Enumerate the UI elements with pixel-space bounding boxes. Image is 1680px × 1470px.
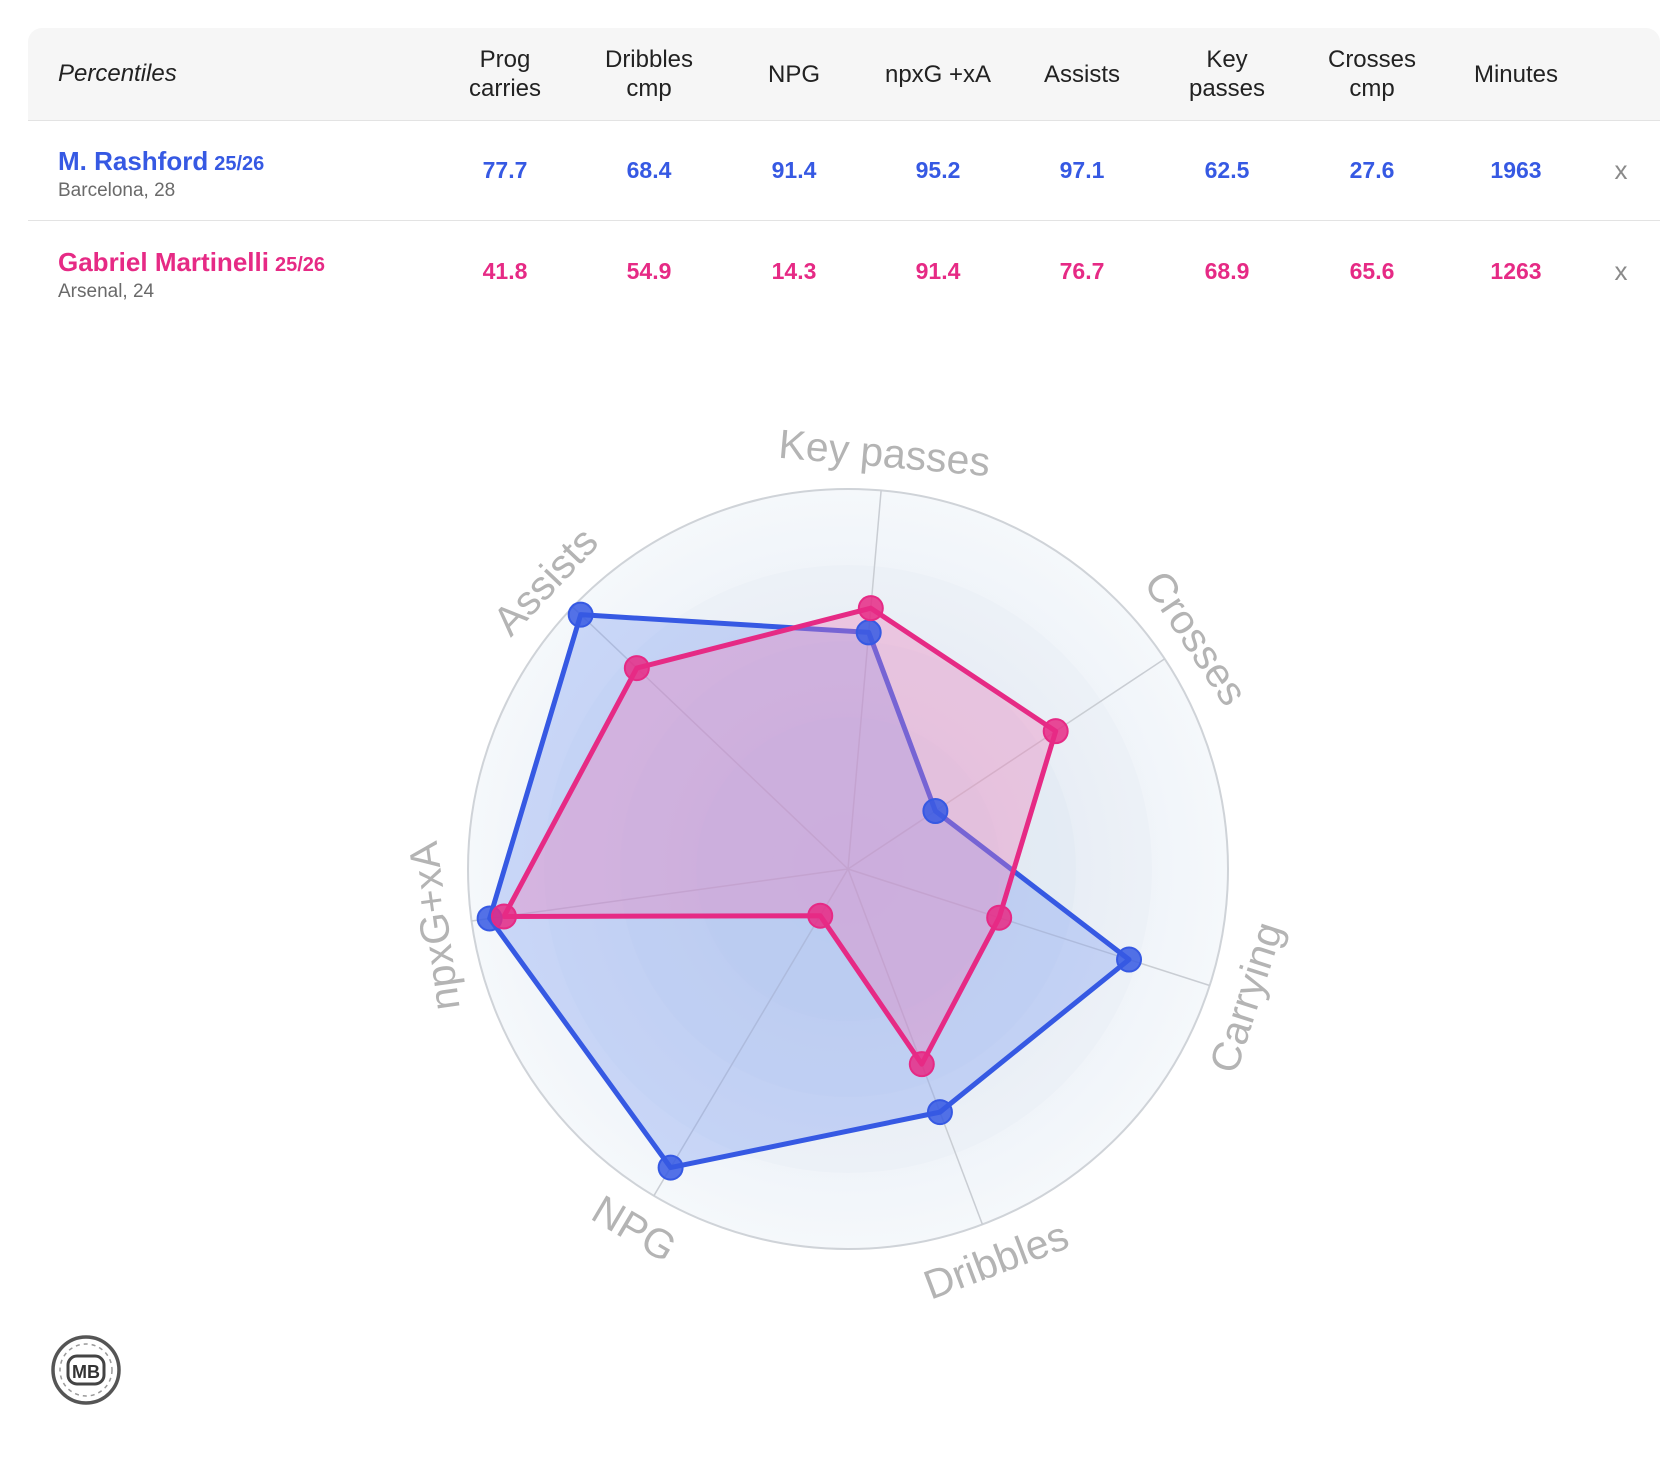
radar-series-gabriel-martinelli [501,605,1059,1067]
radar-point-gabriel-martinelli [1042,718,1069,745]
value-key-passes: 68.9 [1204,257,1250,284]
radar-axis-label: Key passes [777,421,992,485]
value-assists: 76.7 [1059,257,1105,284]
remove-player-button[interactable]: x [1614,255,1628,286]
value-dribbles-cmp: 54.9 [626,257,672,284]
column-header-key-passes[interactable]: Key passes [1188,46,1266,102]
value-prog-carries: 41.8 [482,257,528,284]
column-header-dribbles-cmp[interactable]: Dribbles cmp [604,46,694,102]
value-npg: 91.4 [771,156,817,183]
player-name-line: M. Rashford 25/26 [58,146,264,177]
radar-point-gabriel-martinelli [857,595,884,622]
column-header-assists[interactable]: Assists [1043,60,1120,88]
table-header: Percentiles Prog carries Dribbles cmp NP… [28,28,1660,121]
radar-spoke [847,658,1166,870]
column-header-prog-carries[interactable]: Prog carries [468,46,541,102]
value-assists: 97.1 [1059,156,1105,183]
value-minutes: 1963 [1490,156,1542,183]
mb-logo: MB [51,1335,121,1405]
value-key-passes: 62.5 [1204,156,1250,183]
value-crosses-cmp: 27.6 [1349,156,1395,183]
player-name-line: Gabriel Martinelli 25/26 [58,247,325,278]
radar-point-m-rashford [922,798,949,825]
column-header-npxg-xa[interactable]: npxG +xA [884,60,992,88]
player-season: 25/26 [214,153,265,175]
logo-text: MB [72,1362,100,1382]
value-npg: 14.3 [771,257,817,284]
radar-point-m-rashford [657,1154,684,1181]
player-name[interactable]: Gabriel Martinelli [58,247,269,277]
column-header-npg[interactable]: NPG [767,60,820,88]
radar-point-m-rashford [855,619,882,646]
table-title: Percentiles [58,60,177,87]
column-header-crosses-cmp[interactable]: Crosses cmp [1327,46,1417,102]
radar-point-m-rashford [567,601,594,628]
player-row-martinelli: Gabriel Martinelli 25/26 Arsenal, 24 41.8… [28,221,1660,321]
radar-spoke [847,490,882,870]
radar-point-gabriel-martinelli [807,902,834,929]
player-name[interactable]: M. Rashford [58,146,209,176]
value-dribbles-cmp: 68.4 [626,156,672,183]
radar-point-gabriel-martinelli [908,1051,935,1078]
radar-axis-label: npxG+xA [400,838,469,1013]
radar-point-m-rashford [926,1099,953,1126]
remove-player-button[interactable]: x [1614,154,1628,185]
player-club: Arsenal, 24 [58,281,155,302]
value-npxg-xa: 95.2 [915,156,961,183]
percentiles-table: Percentiles Prog carries Dribbles cmp NP… [28,28,1660,318]
player-season: 25/26 [274,254,326,276]
radar-point-gabriel-martinelli [623,655,650,682]
value-prog-carries: 77.7 [482,156,528,183]
radar-series [476,595,1143,1181]
logo-inner-ring [59,1343,113,1397]
radar-point-gabriel-martinelli [986,904,1013,931]
player-row-rashford: M. Rashford 25/26 Barcelona, 28 77.7 68.4… [28,120,1660,221]
radar-spoke [471,868,849,922]
radar-spoke [847,868,984,1225]
logo-badge [66,1354,106,1386]
value-npxg-xa: 91.4 [915,257,961,284]
column-header-minutes[interactable]: Minutes [1473,60,1559,88]
radar-point-m-rashford [1116,946,1143,973]
radar-spoke [847,868,1210,987]
radar-point-gabriel-martinelli [490,903,517,930]
player-club: Barcelona, 28 [58,180,176,201]
value-minutes: 1263 [1490,257,1542,284]
radar-spoke [572,606,849,870]
radar-series-m-rashford [487,612,1132,1171]
value-crosses-cmp: 65.6 [1349,257,1395,284]
